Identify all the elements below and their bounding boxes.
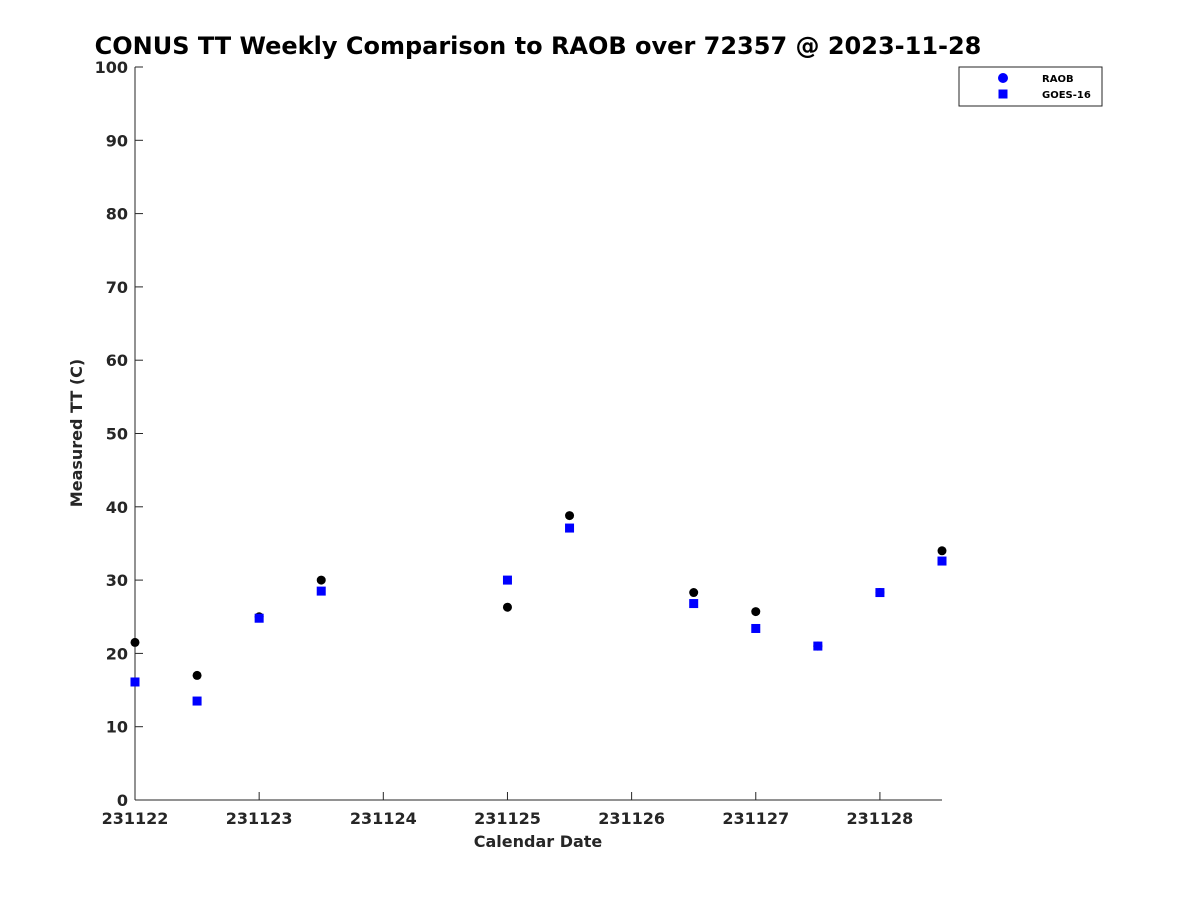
x-tick-label: 231125 — [474, 809, 541, 828]
y-ticks: 0 10 20 30 40 50 60 70 80 90 100 — [95, 58, 143, 810]
y-tick-label: 90 — [106, 131, 128, 150]
x-tick-label: 231123 — [226, 809, 293, 828]
raob-point — [565, 511, 575, 521]
x-axis-label: Calendar Date — [474, 832, 603, 851]
raob-point — [689, 588, 699, 598]
raob-point — [502, 602, 512, 612]
x-tick-label: 231126 — [598, 809, 665, 828]
raob-point — [751, 607, 761, 617]
data-points — [130, 511, 947, 706]
raob-point — [192, 670, 202, 680]
legend-marker-raob — [998, 73, 1008, 83]
goes16-point — [502, 575, 512, 585]
y-tick-label: 60 — [106, 351, 128, 370]
goes16-point — [751, 623, 761, 633]
y-tick-label: 50 — [106, 425, 128, 444]
y-axis-label: Measured TT (C) — [67, 359, 86, 507]
y-tick-label: 80 — [106, 205, 128, 224]
chart-title: CONUS TT Weekly Comparison to RAOB over … — [95, 32, 982, 60]
legend-marker-goes16 — [998, 89, 1008, 99]
y-tick-label: 0 — [117, 791, 128, 810]
goes16-point — [316, 586, 326, 596]
raob-point — [316, 575, 326, 585]
y-tick-label: 10 — [106, 718, 128, 737]
goes16-point — [937, 556, 947, 566]
y-tick-label: 20 — [106, 644, 128, 663]
y-tick-label: 30 — [106, 571, 128, 590]
goes16-point — [813, 641, 823, 651]
y-tick-label: 40 — [106, 498, 128, 517]
goes16-point — [254, 613, 264, 623]
raob-point — [937, 546, 947, 556]
goes16-point — [875, 588, 885, 598]
y-tick-label: 100 — [95, 58, 128, 77]
x-tick-label: 231124 — [350, 809, 417, 828]
goes16-point — [192, 696, 202, 706]
legend-box — [958, 66, 1103, 107]
goes16-point — [689, 599, 699, 609]
x-tick-label: 231128 — [847, 809, 914, 828]
goes16-point — [130, 677, 140, 687]
y-tick-label: 70 — [106, 278, 128, 297]
goes16-point — [565, 523, 575, 533]
legend: RAOB GOES-16 — [958, 66, 1103, 107]
legend-label-goes16: GOES-16 — [1042, 90, 1091, 101]
legend-label-raob: RAOB — [1042, 74, 1074, 85]
x-tick-label: 231122 — [102, 809, 169, 828]
raob-point — [130, 637, 140, 647]
x-ticks: 231122 231123 231124 231125 231126 231127 2311… — [102, 792, 914, 828]
x-tick-label: 231127 — [722, 809, 789, 828]
axes — [134, 67, 942, 801]
